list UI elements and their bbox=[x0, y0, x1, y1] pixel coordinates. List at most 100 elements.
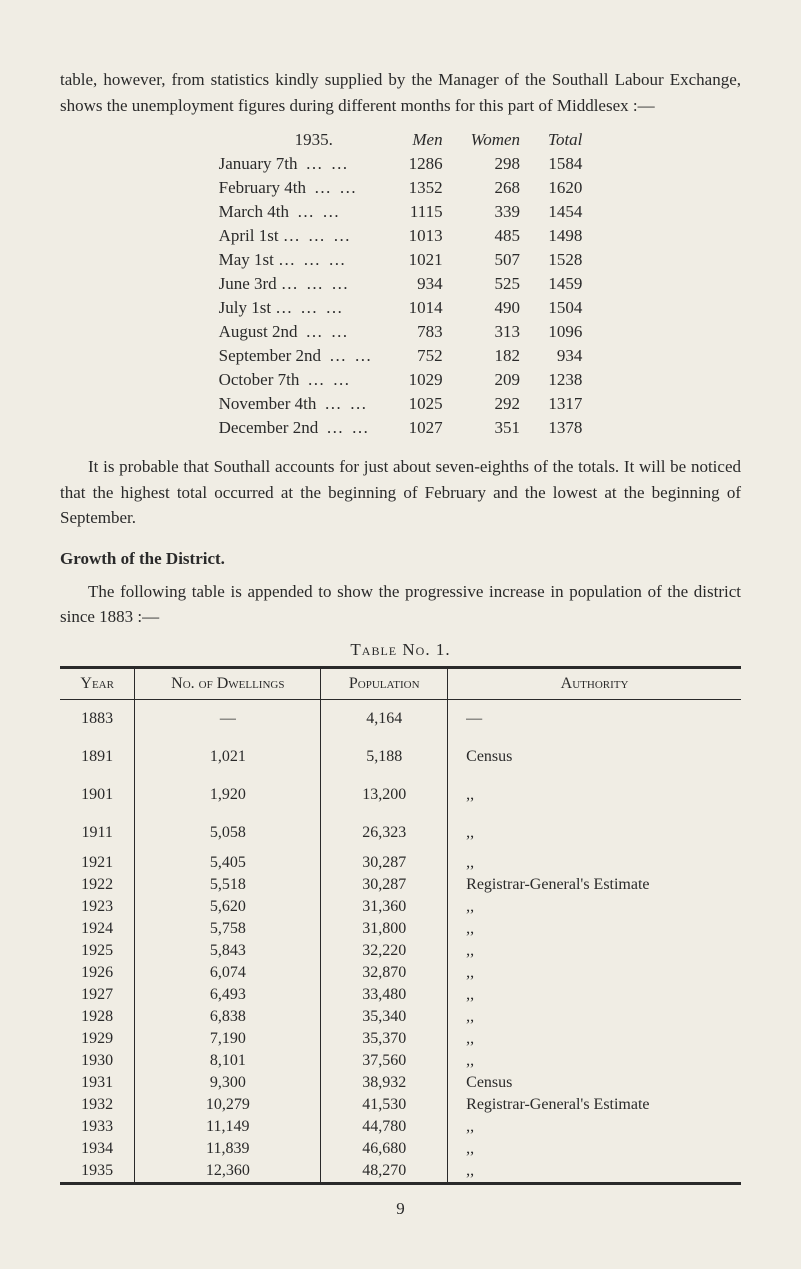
ellipsis-icon: … … bbox=[300, 226, 352, 245]
row-label: November 4th… … bbox=[205, 392, 395, 416]
cell-total: 1317 bbox=[534, 392, 596, 416]
cell-dwellings: 5,405 bbox=[135, 852, 321, 874]
cell-authority: — bbox=[448, 699, 741, 738]
table-row: October 7th… …10292091238 bbox=[205, 368, 597, 392]
ellipsis-icon: … … bbox=[297, 154, 349, 173]
cell-authority: ,, bbox=[448, 984, 741, 1006]
cell-total: 1378 bbox=[534, 416, 596, 440]
cell-authority: ,, bbox=[448, 1006, 741, 1028]
cell-year: 1921 bbox=[60, 852, 135, 874]
page-number: 9 bbox=[60, 1199, 741, 1219]
cell-authority: Census bbox=[448, 1072, 741, 1094]
row-label: March 4th… … bbox=[205, 200, 395, 224]
cell-year: 1922 bbox=[60, 874, 135, 896]
row-label: October 7th… … bbox=[205, 368, 395, 392]
cell-population: 33,480 bbox=[321, 984, 448, 1006]
cell-total: 1096 bbox=[534, 320, 596, 344]
table-row: 19297,19035,370,, bbox=[60, 1028, 741, 1050]
cell-men: 783 bbox=[395, 320, 457, 344]
cell-authority: Census bbox=[448, 738, 741, 776]
cell-men: 1013 bbox=[395, 224, 457, 248]
para-probable: It is probable that Southall accounts fo… bbox=[60, 454, 741, 531]
table-row: April 1st …… …10134851498 bbox=[205, 224, 597, 248]
cell-year: 1930 bbox=[60, 1050, 135, 1072]
table-row: May 1st …… …10215071528 bbox=[205, 248, 597, 272]
table-row: 18911,0215,188Census bbox=[60, 738, 741, 776]
cell-population: 37,560 bbox=[321, 1050, 448, 1072]
cell-dwellings: 5,758 bbox=[135, 918, 321, 940]
table-row: 193311,14944,780,, bbox=[60, 1116, 741, 1138]
row-label: June 3rd …… … bbox=[205, 272, 395, 296]
cell-authority: ,, bbox=[448, 1138, 741, 1160]
cell-women: 490 bbox=[457, 296, 534, 320]
cell-authority: ,, bbox=[448, 962, 741, 984]
table-row: 19235,62031,360,, bbox=[60, 896, 741, 918]
cell-year: 1927 bbox=[60, 984, 135, 1006]
cell-dwellings: 11,839 bbox=[135, 1138, 321, 1160]
growth-table: Year No. of Dwellings Population Authori… bbox=[60, 666, 741, 1185]
row-label-text: July 1st … bbox=[219, 298, 293, 317]
ellipsis-icon: … … bbox=[318, 418, 370, 437]
cell-year: 1924 bbox=[60, 918, 135, 940]
cell-total: 1454 bbox=[534, 200, 596, 224]
row-label-text: September 2nd bbox=[219, 346, 321, 365]
cell-authority: Registrar-General's Estimate bbox=[448, 874, 741, 896]
table-row: August 2nd… …7833131096 bbox=[205, 320, 597, 344]
col-total: Total bbox=[534, 128, 596, 152]
row-label-text: June 3rd … bbox=[219, 274, 298, 293]
table-row: 193210,27941,530Registrar-General's Esti… bbox=[60, 1094, 741, 1116]
cell-population: 30,287 bbox=[321, 874, 448, 896]
row-label-text: December 2nd bbox=[219, 418, 319, 437]
document-page: table, however, from statistics kindly s… bbox=[0, 0, 801, 1269]
ellipsis-icon: … … bbox=[306, 178, 358, 197]
cell-authority: ,, bbox=[448, 896, 741, 918]
cell-dwellings: 6,838 bbox=[135, 1006, 321, 1028]
cell-population: 32,870 bbox=[321, 962, 448, 984]
cell-authority: Registrar-General's Estimate bbox=[448, 1094, 741, 1116]
cell-total: 1620 bbox=[534, 176, 596, 200]
ellipsis-icon: … … bbox=[316, 394, 368, 413]
cell-year: 1929 bbox=[60, 1028, 135, 1050]
col-men: Men bbox=[395, 128, 457, 152]
cell-population: 44,780 bbox=[321, 1116, 448, 1138]
table-row: January 7th… …12862981584 bbox=[205, 152, 597, 176]
cell-men: 1286 bbox=[395, 152, 457, 176]
row-label: May 1st …… … bbox=[205, 248, 395, 272]
row-label-text: April 1st … bbox=[219, 226, 300, 245]
cell-dwellings: 5,058 bbox=[135, 814, 321, 852]
row-label: January 7th… … bbox=[205, 152, 395, 176]
row-label-text: May 1st … bbox=[219, 250, 296, 269]
row-label: September 2nd… … bbox=[205, 344, 395, 368]
cell-population: 41,530 bbox=[321, 1094, 448, 1116]
table-row: 193512,36048,270,, bbox=[60, 1160, 741, 1184]
cell-population: 13,200 bbox=[321, 776, 448, 814]
table-row: 19115,05826,323,, bbox=[60, 814, 741, 852]
cell-total: 1459 bbox=[534, 272, 596, 296]
cell-population: 26,323 bbox=[321, 814, 448, 852]
cell-total: 1528 bbox=[534, 248, 596, 272]
table-row: February 4th… …13522681620 bbox=[205, 176, 597, 200]
cell-population: 35,340 bbox=[321, 1006, 448, 1028]
table-row: 19276,49333,480,, bbox=[60, 984, 741, 1006]
ellipsis-icon: … … bbox=[292, 298, 344, 317]
row-label: July 1st …… … bbox=[205, 296, 395, 320]
cell-dwellings: 5,843 bbox=[135, 940, 321, 962]
table-row: 1883—4,164— bbox=[60, 699, 741, 738]
cell-total: 934 bbox=[534, 344, 596, 368]
cell-total: 1498 bbox=[534, 224, 596, 248]
col-dwellings: No. of Dwellings bbox=[135, 667, 321, 699]
cell-year: 1931 bbox=[60, 1072, 135, 1094]
cell-population: 4,164 bbox=[321, 699, 448, 738]
cell-population: 5,188 bbox=[321, 738, 448, 776]
cell-dwellings: 7,190 bbox=[135, 1028, 321, 1050]
table-row: 19255,84332,220,, bbox=[60, 940, 741, 962]
table-caption: Table No. 1. bbox=[60, 640, 741, 660]
cell-dwellings: 12,360 bbox=[135, 1160, 321, 1184]
cell-women: 525 bbox=[457, 272, 534, 296]
para-growth-intro: The following table is appended to show … bbox=[60, 579, 741, 630]
col-authority: Authority bbox=[448, 667, 741, 699]
year-label: 1935. bbox=[205, 128, 395, 152]
intro-paragraph: table, however, from statistics kindly s… bbox=[60, 67, 741, 118]
cell-women: 507 bbox=[457, 248, 534, 272]
table-row: 19266,07432,870,, bbox=[60, 962, 741, 984]
